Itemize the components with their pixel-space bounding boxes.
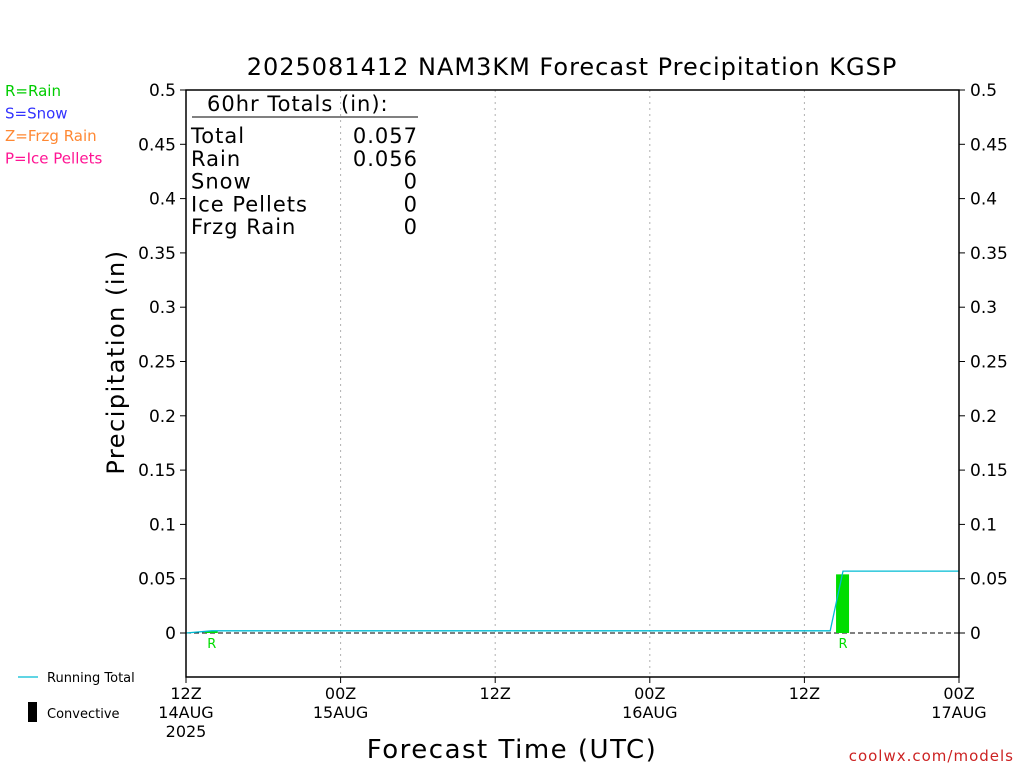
axes-layer: [180, 89, 965, 683]
totals-row-value: 0: [404, 215, 418, 239]
totals-row-label: Frzg Rain: [191, 215, 296, 239]
y-tick-label-right: 0.4: [970, 190, 997, 210]
totals-header: 60hr Totals (in):: [207, 92, 389, 116]
y-tick-label-left: 0: [165, 624, 176, 644]
text-layer: 0.5 0.5 0.45 0.45 0.4 0.4 0.35 0.35 0.3 0.3 0.25 0.…: [5, 53, 1014, 765]
y-axis-label: Precipitation (in): [102, 249, 130, 474]
totals-row-label: Ice Pellets: [191, 192, 308, 216]
y-tick-label-right: 0.25: [970, 353, 1008, 373]
y-tick-label-left: 0.2: [149, 407, 176, 427]
precip-bar: [204, 631, 218, 633]
y-tick-label-left: 0.1: [149, 515, 176, 535]
y-tick-label-right: 0.35: [970, 244, 1008, 264]
convective-legend-swatch: [28, 702, 37, 722]
running-total-line: [185, 570, 959, 634]
x-tick-label: 12Z: [789, 684, 820, 703]
precip-type-legend-item: S=Snow: [5, 105, 68, 123]
y-tick-label-left: 0.5: [149, 81, 176, 101]
precip-bar: [836, 574, 850, 633]
precip-type-legend-item: P=Ice Pellets: [5, 150, 102, 168]
y-tick-label-left: 0.05: [138, 570, 176, 590]
precip-type-marker: R: [207, 637, 216, 652]
x-tick-label: 12Z: [170, 684, 201, 703]
x-tick-label: 00Z: [325, 684, 356, 703]
x-tick-label: 16AUG: [622, 703, 677, 722]
precip-type-legend-item: Z=Frzg Rain: [5, 127, 97, 145]
credit-text: coolwx.com/models: [849, 747, 1014, 765]
x-tick-label: 2025: [166, 722, 207, 741]
precip-type-marker: R: [839, 637, 848, 652]
y-tick-label-left: 0.15: [138, 461, 176, 481]
totals-row-label: Total: [190, 124, 245, 148]
y-tick-label-right: 0.05: [970, 570, 1008, 590]
chart-title: 2025081412 NAM3KM Forecast Precipitation…: [247, 53, 898, 81]
totals-row-label: Rain: [191, 147, 241, 171]
totals-row-value: 0.057: [353, 124, 418, 148]
x-tick-label: 15AUG: [313, 703, 368, 722]
y-tick-label-right: 0.1: [970, 515, 997, 535]
line-layer: [185, 570, 959, 634]
x-tick-label: 14AUG: [158, 703, 213, 722]
totals-row-value: 0: [404, 170, 418, 194]
y-tick-label-left: 0.35: [138, 244, 176, 264]
totals-row-value: 0: [404, 192, 418, 216]
x-tick-label: 12Z: [480, 684, 511, 703]
running-total-legend-label: Running Total: [47, 671, 135, 686]
y-tick-label-right: 0.2: [970, 407, 997, 427]
y-tick-label-right: 0.5: [970, 81, 997, 101]
grid-layer: [186, 90, 959, 677]
plot-frame: [185, 89, 960, 678]
y-tick-label-right: 0.45: [970, 135, 1008, 155]
convective-legend-label: Convective: [47, 707, 120, 722]
y-tick-label-right: 0: [970, 624, 981, 644]
y-tick-label-left: 0.4: [149, 190, 176, 210]
x-axis-label: Forecast Time (UTC): [367, 735, 658, 765]
totals-row-label: Snow: [191, 170, 252, 194]
y-tick-label-right: 0.15: [970, 461, 1008, 481]
precip-type-legend-item: R=Rain: [5, 82, 61, 100]
y-tick-label-left: 0.3: [149, 298, 176, 318]
x-tick-label: 00Z: [634, 684, 665, 703]
y-tick-label-left: 0.25: [138, 353, 176, 373]
totals-row-value: 0.056: [353, 147, 418, 171]
x-tick-label: 17AUG: [931, 703, 986, 722]
y-tick-label-right: 0.3: [970, 298, 997, 318]
bars-layer: [204, 574, 850, 633]
x-tick-label: 00Z: [943, 684, 974, 703]
y-tick-label-left: 0.45: [138, 135, 176, 155]
